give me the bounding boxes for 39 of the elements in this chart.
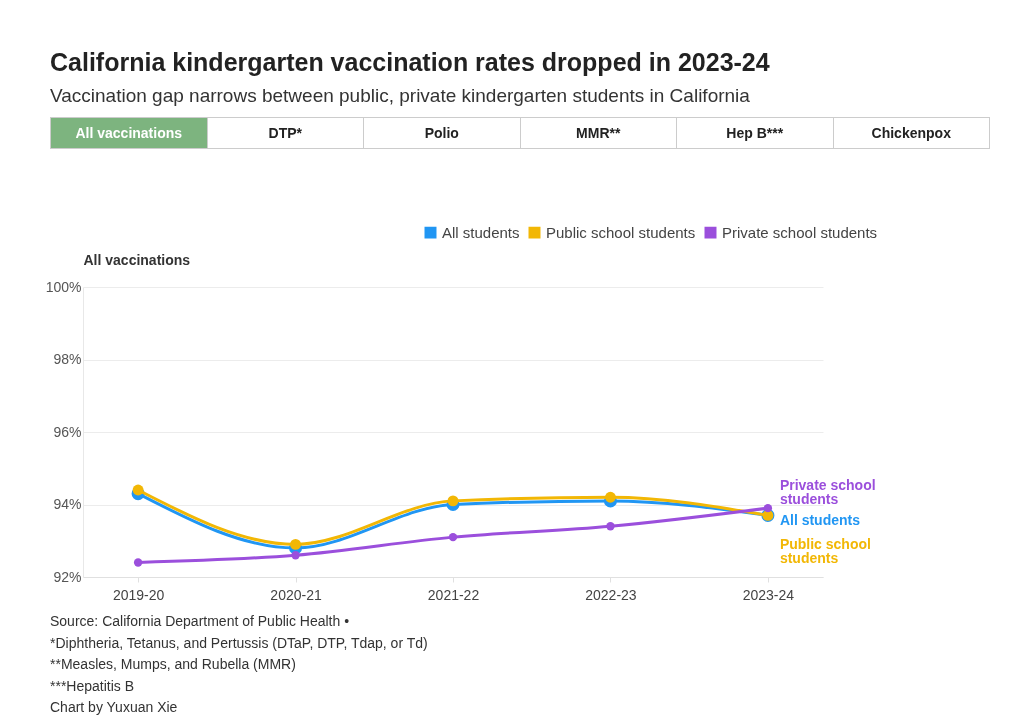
text: Chickenpox	[832, 118, 989, 148]
chart-subtitle: Vaccination gap narrows between public, private kindergarten students in California	[50, 85, 751, 107]
y-tick-label: 92%	[53, 568, 82, 585]
text: All students	[779, 512, 861, 529]
text: Public school students	[779, 536, 871, 567]
x-tick-label: 2020-21	[270, 586, 322, 603]
x-tick-label: 2021-22	[427, 586, 480, 603]
text: MMR**	[519, 118, 676, 148]
y-tick-label: 96%	[53, 423, 82, 440]
source-note: Source: California Department of Public Health •	[50, 612, 351, 631]
text: DTP*	[206, 118, 363, 148]
text: Polio	[363, 118, 520, 148]
legend-label: Private school students	[722, 223, 878, 241]
point	[763, 503, 773, 513]
point	[604, 491, 616, 503]
x-tick-label: 2022-23	[585, 586, 637, 603]
text: ***Hepatitis B	[50, 676, 136, 696]
text: Hep B***	[676, 118, 833, 148]
point	[132, 484, 144, 496]
chart-title: California kindergarten vaccination rates dropped in 2023-24	[50, 48, 771, 77]
point	[447, 495, 459, 507]
y-tick-label: 98%	[53, 351, 82, 367]
x-tick-label: 2023-24	[742, 586, 795, 603]
point	[606, 522, 615, 531]
y-axis-title: All vaccinations	[83, 251, 191, 268]
text: All vaccinations	[51, 118, 207, 148]
text: *Diphtheria, Tetanus, and Pertussis (DTaP, DTP, Tdap, or Td)	[50, 633, 429, 653]
y-tick-label: 100%	[45, 278, 82, 295]
legend-label: Public school students	[546, 223, 696, 241]
text: Chart by Yuxuan Xie	[50, 698, 179, 717]
point	[290, 538, 302, 550]
point	[133, 558, 143, 567]
y-tick-label: 94%	[53, 496, 82, 512]
legend-label: All students	[442, 223, 520, 241]
x-tick-label: 2019-20	[112, 586, 165, 603]
point	[448, 532, 458, 542]
text: **Measles, Mumps, and Rubella (MMR)	[50, 655, 297, 674]
text: Private school students	[779, 477, 876, 508]
point	[291, 551, 300, 560]
